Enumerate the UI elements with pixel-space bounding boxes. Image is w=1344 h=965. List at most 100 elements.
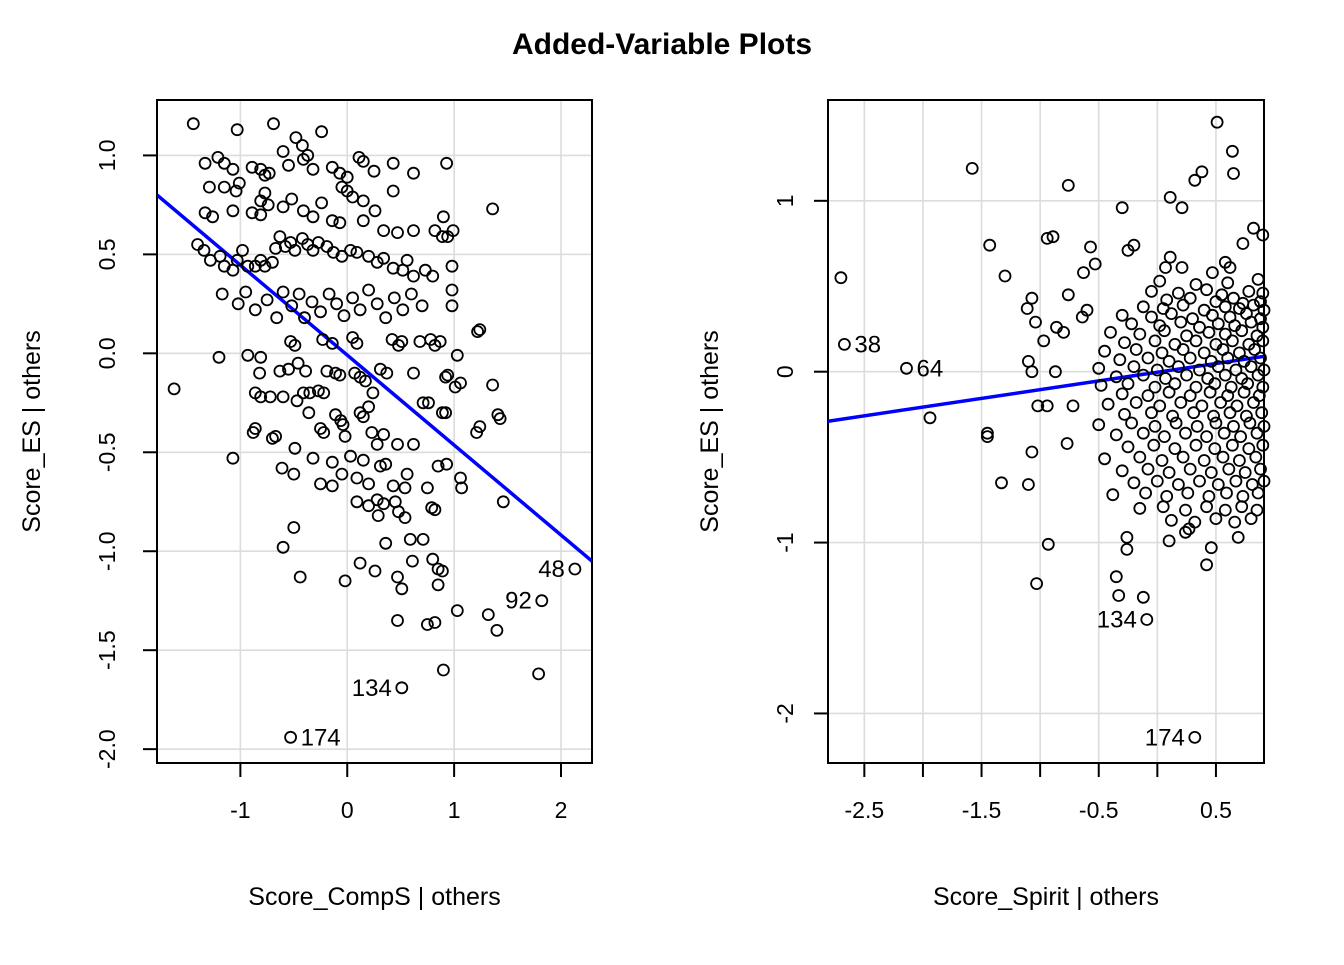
data-point — [1040, 231, 1054, 245]
data-point — [481, 608, 495, 621]
data-point — [446, 224, 460, 238]
data-point — [1145, 406, 1158, 420]
data-point — [1200, 558, 1213, 572]
data-point — [403, 533, 417, 546]
data-point — [407, 366, 420, 380]
data-point — [395, 335, 409, 348]
y-tick-label: 0.0 — [94, 337, 120, 369]
data-point — [1209, 512, 1223, 525]
data-point — [1248, 343, 1261, 356]
data-point — [1211, 478, 1225, 491]
data-point — [1211, 317, 1225, 331]
data-point — [995, 476, 1008, 490]
data-point — [1148, 380, 1162, 394]
data-point — [246, 426, 260, 439]
data-point — [1077, 266, 1090, 280]
data-point — [1109, 370, 1123, 384]
data-point — [356, 154, 370, 168]
data-point — [273, 364, 287, 378]
figure-title: Added-Variable Plots — [512, 28, 812, 61]
regression-line-group — [157, 193, 592, 563]
data-point — [267, 117, 280, 131]
data-point — [1175, 261, 1189, 274]
data-point — [1230, 399, 1244, 413]
data-point — [338, 429, 352, 443]
data-point — [454, 471, 467, 485]
data-point — [486, 378, 500, 392]
data-point — [1209, 416, 1223, 430]
data-point — [1127, 360, 1141, 374]
data-point — [1147, 438, 1161, 452]
data-point — [217, 180, 231, 194]
data-point — [263, 390, 277, 404]
data-point — [398, 481, 412, 495]
data-point — [1221, 389, 1235, 403]
plot-box — [156, 99, 593, 764]
data-point — [1046, 230, 1060, 244]
data-point — [167, 382, 181, 396]
regression-line — [157, 193, 592, 563]
data-point — [1183, 462, 1197, 476]
data-point — [346, 291, 360, 305]
data-point — [1031, 399, 1045, 413]
data-point — [436, 663, 450, 677]
data-point — [306, 451, 320, 465]
data-point — [1176, 298, 1190, 312]
data-point — [1223, 261, 1237, 274]
data-point — [1250, 426, 1264, 440]
labeled-data-point — [535, 594, 549, 608]
point-label: 92 — [505, 588, 532, 615]
data-point — [1121, 440, 1135, 454]
data-point — [1238, 466, 1252, 479]
data-point — [296, 386, 310, 400]
data-point — [236, 243, 249, 257]
y-tick-label: -1 — [772, 532, 798, 552]
y-tick-label: -2.0 — [94, 729, 120, 769]
data-point — [1208, 442, 1222, 456]
data-point — [439, 370, 453, 384]
data-point — [1133, 450, 1147, 464]
data-point — [1025, 291, 1039, 305]
data-point — [284, 335, 298, 348]
data-point — [295, 139, 309, 152]
data-point — [1256, 320, 1270, 334]
data-point — [1120, 531, 1134, 544]
data-point — [407, 166, 420, 180]
data-point — [1158, 324, 1171, 338]
data-point — [420, 481, 434, 495]
data-point — [353, 303, 367, 317]
data-point — [391, 570, 404, 584]
data-point — [1025, 445, 1039, 459]
data-point — [356, 194, 370, 208]
data-point — [1025, 365, 1039, 379]
data-point — [1109, 570, 1123, 584]
data-point — [380, 366, 394, 380]
panel-left: -1 0 1 2 1.0 0.5 0.0 -0.5 -1.0 -1.5 -2.0 Score_Comp… — [18, 99, 593, 911]
data-point — [431, 459, 445, 473]
data-point — [1136, 368, 1150, 382]
data-point — [232, 176, 246, 190]
data-point — [325, 336, 339, 350]
data-point — [1256, 286, 1270, 300]
data-point — [1217, 426, 1231, 440]
data-point — [1244, 360, 1258, 374]
data-point — [1037, 334, 1051, 348]
data-point — [358, 374, 372, 388]
data-point — [1189, 278, 1203, 291]
data-point — [317, 426, 331, 439]
y-tick-label: 0 — [772, 365, 798, 378]
data-point — [470, 426, 484, 439]
data-point — [1193, 363, 1206, 377]
data-point — [1200, 283, 1213, 297]
labeled-data-point — [900, 361, 913, 375]
data-point — [1101, 397, 1115, 411]
data-point — [379, 311, 393, 325]
data-point — [370, 437, 384, 451]
data-point — [420, 618, 434, 631]
data-point — [392, 338, 405, 352]
data-point — [400, 253, 414, 267]
data-point — [1060, 437, 1074, 450]
data-point — [1092, 361, 1106, 375]
data-point — [301, 148, 315, 162]
